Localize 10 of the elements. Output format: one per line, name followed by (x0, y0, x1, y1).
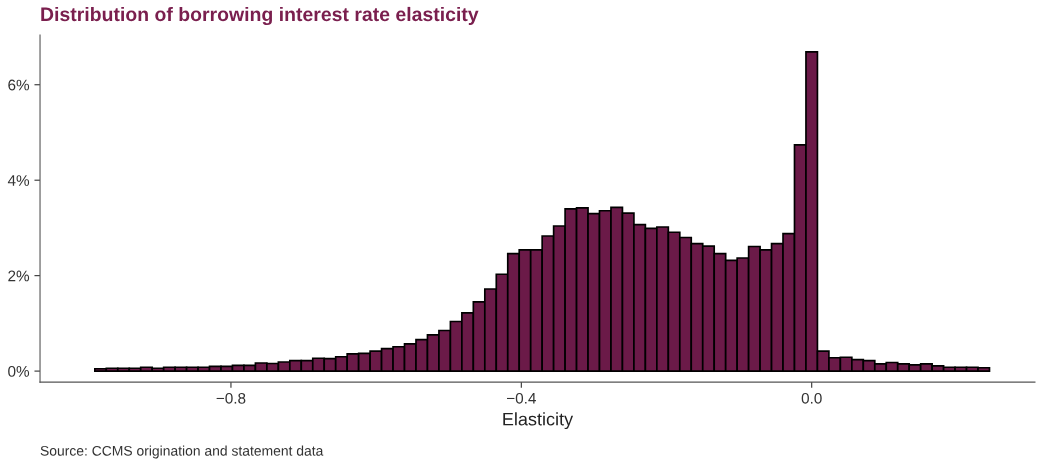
y-tick-label: 2% (8, 270, 30, 282)
x-tick-label: −0.8 (216, 392, 246, 404)
source-note: Source: CCMS origination and statement data (40, 445, 324, 459)
y-tick-label: 6% (8, 79, 30, 91)
x-axis-title: Elasticity (503, 412, 574, 430)
y-tick-label: 0% (8, 365, 30, 377)
chart-title: Distribution of borrowing interest rate elasticity (41, 6, 479, 26)
x-tick-label: 0.0 (801, 392, 822, 404)
x-tick-label: −0.4 (507, 392, 536, 404)
y-tick-label: 4% (7, 175, 30, 186)
